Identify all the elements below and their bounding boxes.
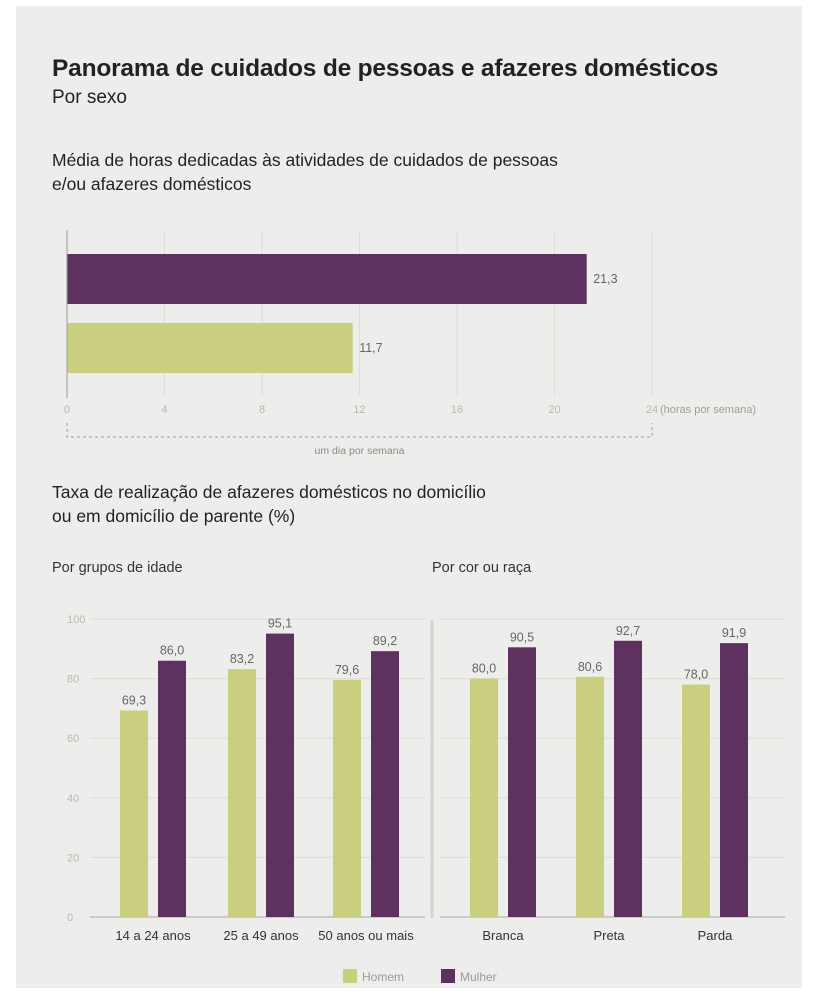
age-bar-mulher <box>158 660 186 917</box>
main-subtitle: Por sexo <box>52 87 127 108</box>
hours-x-tick-label: 20 <box>548 404 560 416</box>
age-category-label: 25 a 49 anos <box>223 928 299 943</box>
hours-value-label: 11,7 <box>359 341 382 355</box>
hours-x-tick-label: 24 <box>646 404 658 416</box>
hours-value-label: 21,3 <box>593 272 617 286</box>
race-bar-homem <box>576 676 604 917</box>
hours-x-unit-label: (horas por semana) <box>660 404 756 416</box>
age-bar-mulher <box>371 651 399 917</box>
race-value-label: 91,9 <box>722 626 746 640</box>
hours-x-tick-label: 0 <box>64 404 70 416</box>
race-bar-homem <box>682 684 710 917</box>
rate-y-tick-label: 20 <box>67 852 79 864</box>
day-bracket-label: um dia por semana <box>315 445 405 457</box>
day-bracket <box>66 423 653 438</box>
hours-x-tick-label: 8 <box>259 404 265 416</box>
hours-chart-title-line-2: e/ou afazeres domésticos <box>52 174 252 194</box>
hours-x-tick-label: 16 <box>451 404 463 416</box>
hours-x-tick-label: 12 <box>353 404 365 416</box>
legend-swatch-homem <box>343 969 357 983</box>
age-value-label: 79,6 <box>335 663 359 677</box>
hours-bar-mulher <box>67 254 587 304</box>
legend-swatch-mulher <box>441 969 455 983</box>
hours-x-tick-label: 4 <box>161 404 167 416</box>
rate-y-tick-label: 80 <box>67 674 79 686</box>
age-chart-subtitle: Por grupos de idade <box>52 560 183 576</box>
race-value-label: 80,0 <box>472 662 496 676</box>
race-value-label: 78,0 <box>684 668 708 682</box>
age-value-label: 83,2 <box>230 652 254 666</box>
rate-chart-title: Taxa de realização de afazeres doméstico… <box>52 480 486 528</box>
race-value-label: 80,6 <box>578 660 602 674</box>
legend-label-homem: Homem <box>362 970 404 984</box>
rate-chart-title-line-2: ou em domicílio de parente (%) <box>52 506 296 526</box>
race-bar-mulher <box>720 643 748 917</box>
rate-chart-title-line-1: Taxa de realização de afazeres doméstico… <box>52 482 486 502</box>
age-value-label: 89,2 <box>373 634 397 648</box>
age-bar-homem <box>120 710 148 917</box>
main-title: Panorama de cuidados de pessoas e afazer… <box>52 55 719 82</box>
hours-bar-homem <box>67 323 353 373</box>
race-chart-subtitle: Por cor ou raça <box>432 560 532 576</box>
age-category-label: 50 anos ou mais <box>318 928 414 943</box>
age-value-label: 86,0 <box>160 644 184 658</box>
race-value-label: 92,7 <box>616 624 640 638</box>
race-bar-homem <box>470 678 498 917</box>
rate-y-tick-label: 100 <box>67 614 85 626</box>
race-category-label: Parda <box>698 928 733 943</box>
age-bar-homem <box>333 679 361 917</box>
race-bar-mulher <box>614 640 642 917</box>
legend-label-mulher: Mulher <box>460 970 497 984</box>
race-category-label: Preta <box>593 928 625 943</box>
age-value-label: 95,1 <box>268 617 292 631</box>
rate-y-tick-label: 60 <box>67 733 79 745</box>
age-category-label: 14 a 24 anos <box>115 928 191 943</box>
hours-chart-title-line-1: Média de horas dedicadas às atividades d… <box>52 150 558 170</box>
race-bar-mulher <box>508 647 536 917</box>
age-bar-mulher <box>266 633 294 917</box>
age-bar-homem <box>228 669 256 917</box>
age-value-label: 69,3 <box>122 693 146 707</box>
rate-y-tick-label: 0 <box>67 912 73 924</box>
race-value-label: 90,5 <box>510 630 534 644</box>
rate-y-tick-label: 40 <box>67 793 79 805</box>
hours-chart-title: Média de horas dedicadas às atividades d… <box>52 148 558 196</box>
race-category-label: Branca <box>482 928 524 943</box>
